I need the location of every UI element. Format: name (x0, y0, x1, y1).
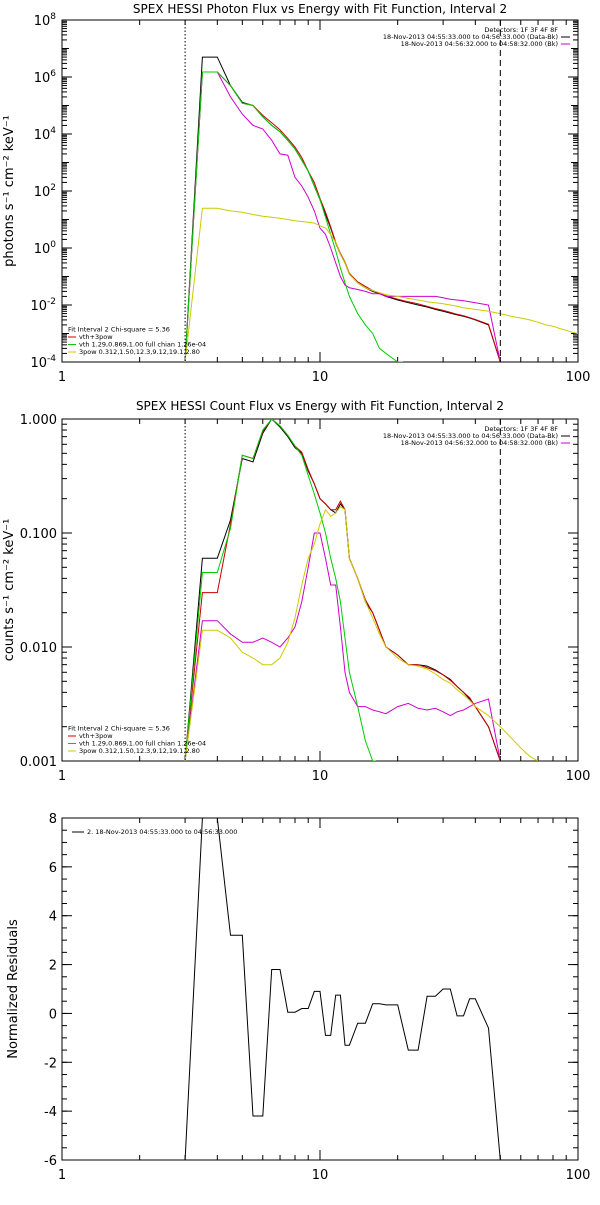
chart3-x-tick-label: 10 (312, 1168, 329, 1183)
chart1-y-tick-label: 100 (34, 240, 57, 257)
chart3-y-tick-label: 4 (49, 910, 57, 925)
chart1-y-axis-label: photons s⁻¹ cm⁻² keV⁻¹ (2, 115, 17, 267)
chart2-series-4-line (184, 419, 377, 761)
chart1-y-tick-exponent: 4 (50, 126, 56, 136)
chart1-series-5-line (184, 207, 578, 362)
chart1-series-2-line (184, 71, 501, 362)
chart1-y-tick-base: 10 (30, 356, 47, 371)
chart2-y-axis-label: counts s⁻¹ cm⁻² keV⁻¹ (2, 519, 17, 662)
chart1-y-tick-exponent: -4 (47, 354, 56, 364)
chart1-y-tick-exponent: 6 (50, 69, 56, 79)
chart1-legend-text: Detectors: 1F 3F 4F 8F (484, 26, 558, 34)
chart1-y-tick-label: 106 (34, 69, 57, 86)
chart1-y-tick-label: 102 (34, 183, 56, 200)
chart2-legend-text: vth 1.29,0.869,1.00 full chian 1.26e-04 (79, 740, 206, 748)
chart2-legend-text: 3pow 0.312,1.50,12.3,9.12,19.1,2.80 (79, 747, 200, 755)
chart3-series-1-line (184, 818, 501, 1160)
chart3-y-tick-label: -4 (44, 1105, 57, 1120)
chart1-legend-text: 18-Nov-2013 04:56:32.000 to 04:58:32.000… (401, 40, 558, 48)
chart1-x-tick-label: 100 (566, 370, 591, 385)
chart1-series-4-line (184, 71, 404, 362)
chart2-x-tick-label: 100 (566, 769, 591, 784)
chart2-y-tick-label: 1.000 (20, 413, 57, 428)
chart3-legend-text: 2. 18-Nov-2013 04:55:33.000 to 04:56:33.… (87, 828, 237, 836)
chart1-title: SPEX HESSI Photon Flux vs Energy with Fi… (133, 2, 507, 16)
chart1-series-3-line (184, 71, 501, 362)
chart1-y-tick-base: 10 (30, 299, 47, 314)
chart3-y-tick-label: 8 (49, 812, 57, 827)
chart2-legend-text: Detectors: 1F 3F 4F 8F (484, 425, 558, 433)
chart1-y-tick-base: 10 (34, 128, 51, 143)
chart1-legend-text: 3pow 0.312,1.50,12.3,9.12,19.1,2.80 (79, 348, 200, 356)
chart3-x-tick-label: 1 (58, 1168, 66, 1183)
chart2-series-5-line (184, 506, 539, 761)
chart1-x-tick-label: 10 (312, 370, 329, 385)
chart1-y-tick-label: 108 (34, 12, 57, 29)
chart2-legend-text: vth+3pow (79, 732, 113, 740)
chart2-series-2-line (184, 419, 501, 761)
chart1-y-tick-exponent: 8 (50, 12, 56, 22)
chart3-frame (61, 817, 579, 1161)
chart1-x-tick-label: 1 (58, 370, 66, 385)
chart3-y-tick-label: 0 (49, 1007, 57, 1022)
chart1-y-tick-exponent: 2 (50, 183, 56, 193)
chart1-legend-text: 18-Nov-2013 04:55:33.000 to 04:56:33.000… (383, 33, 558, 41)
chart1-y-tick-base: 10 (34, 242, 51, 257)
chart2-legend-text: 18-Nov-2013 04:56:32.000 to 04:58:32.000… (401, 439, 558, 447)
chart3-y-axis-label: Normalized Residuals (6, 919, 21, 1059)
chart3-y-tick-label: 2 (49, 959, 57, 974)
chart2-legend-text: Fit Interval 2 Chi-square = 5.36 (68, 725, 170, 733)
chart1-legend-text: vth+3pow (79, 333, 113, 341)
chart1-y-tick-exponent: 0 (50, 240, 56, 250)
chart1-y-tick-label: 104 (34, 126, 57, 143)
chart2-series-1-line (184, 419, 501, 761)
chart1-y-tick-base: 10 (34, 71, 51, 86)
chart1-y-tick-base: 10 (34, 185, 51, 200)
chart1-y-tick-exponent: -2 (47, 297, 56, 307)
chart1-legend-text: Fit Interval 2 Chi-square = 5.36 (68, 326, 170, 334)
chart2-legend-text: 18-Nov-2013 04:55:33.000 to 04:56:33.000… (383, 432, 558, 440)
chart3-y-tick-label: -6 (44, 1154, 57, 1169)
chart1-series-1-line (184, 56, 501, 362)
chart1-y-tick-label: 10-4 (30, 354, 56, 371)
chart2-y-tick-label: 0.010 (20, 641, 57, 656)
chart1-y-tick-base: 10 (34, 14, 51, 29)
chart3-y-tick-label: 6 (49, 861, 57, 876)
chart2-x-tick-label: 1 (58, 769, 66, 784)
chart2-title: SPEX HESSI Count Flux vs Energy with Fit… (136, 399, 504, 413)
chart1-y-tick-label: 10-2 (30, 297, 56, 314)
chart2-x-tick-label: 10 (312, 769, 329, 784)
chart3-y-tick-label: -2 (44, 1056, 57, 1071)
chart2-y-tick-label: 0.001 (20, 755, 57, 770)
chart3-x-tick-label: 100 (566, 1168, 591, 1183)
chart2-series-3-line (184, 532, 501, 761)
chart2-y-tick-label: 0.100 (20, 527, 57, 542)
chart1-legend-text: vth 1.29,0.869,1.00 full chian 1.26e-04 (79, 341, 206, 349)
